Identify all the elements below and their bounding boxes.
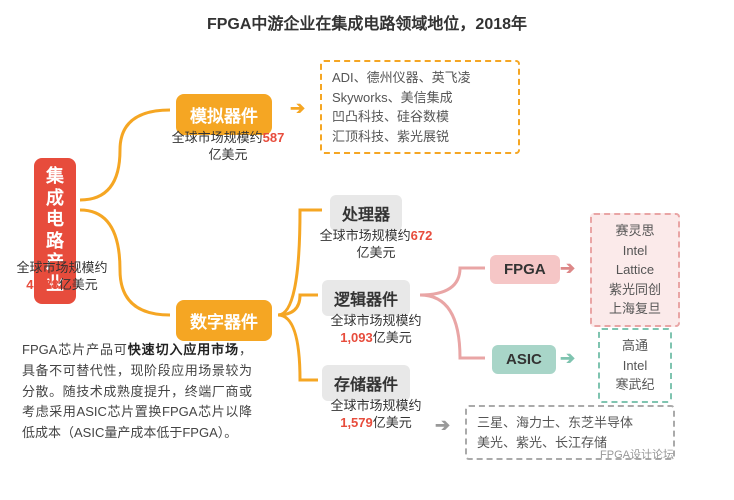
watermark: FPGA设计论坛 bbox=[600, 446, 674, 462]
connector-lines bbox=[0, 0, 734, 500]
